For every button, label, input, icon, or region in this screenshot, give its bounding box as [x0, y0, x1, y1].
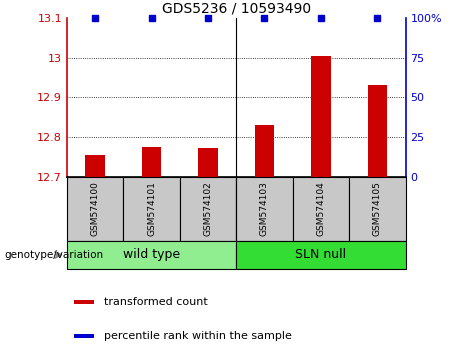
Text: wild type: wild type [123, 249, 180, 261]
Bar [198, 148, 218, 177]
Bar [236, 241, 406, 269]
Text: GSM574105: GSM574105 [373, 181, 382, 236]
Bar [367, 85, 387, 177]
Bar [349, 177, 406, 241]
Bar [142, 147, 161, 177]
Bar [293, 177, 349, 241]
Text: GSM574101: GSM574101 [147, 181, 156, 236]
Text: genotype/variation: genotype/variation [5, 250, 104, 260]
Text: GSM574102: GSM574102 [203, 182, 213, 236]
Bar [236, 177, 293, 241]
Bar [74, 333, 94, 338]
Bar [85, 155, 105, 177]
Text: GSM574103: GSM574103 [260, 181, 269, 236]
Text: SLN null: SLN null [296, 249, 347, 261]
Bar [254, 125, 274, 177]
Bar [67, 241, 236, 269]
Text: GSM574100: GSM574100 [90, 181, 100, 236]
Text: GSM574104: GSM574104 [316, 182, 325, 236]
Text: percentile rank within the sample: percentile rank within the sample [104, 331, 292, 341]
Bar [311, 56, 331, 177]
Title: GDS5236 / 10593490: GDS5236 / 10593490 [162, 1, 311, 15]
Bar [74, 300, 94, 304]
Bar [180, 177, 236, 241]
Bar [67, 177, 123, 241]
Bar [123, 177, 180, 241]
Text: transformed count: transformed count [104, 297, 208, 307]
